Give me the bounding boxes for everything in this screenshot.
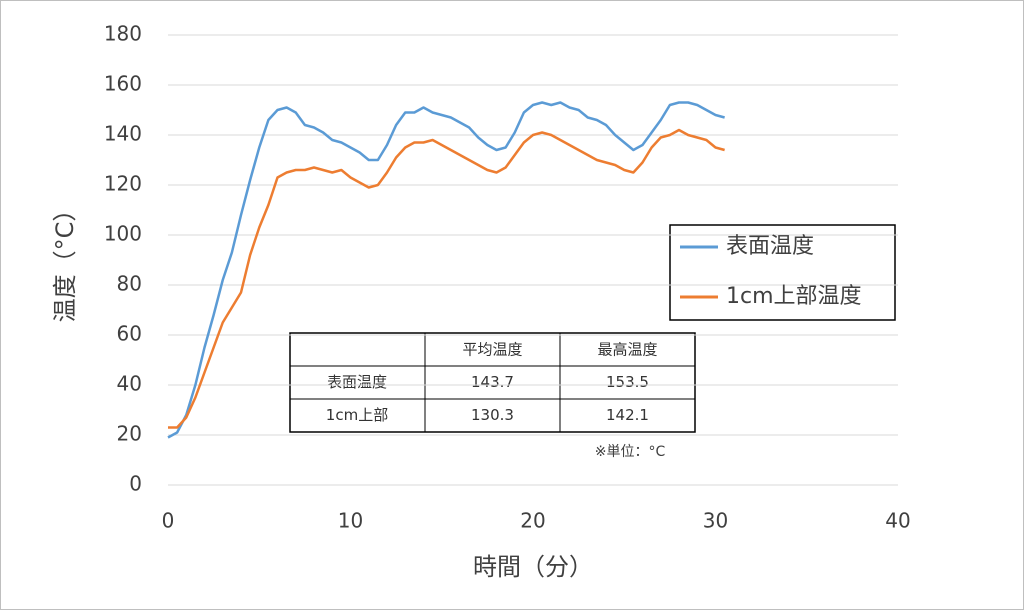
- y-tick-label: 160: [104, 72, 142, 96]
- table-cell: 130.3: [471, 406, 514, 424]
- series-line: [168, 128, 725, 429]
- y-tick-label: 120: [104, 172, 142, 196]
- table-row-label: 表面温度: [327, 373, 387, 391]
- series-line: [167, 101, 725, 439]
- table-note: ※単位：°C: [595, 444, 666, 460]
- y-tick-label: 180: [104, 22, 142, 46]
- legend-box: [669, 224, 896, 321]
- y-tick-label: 20: [117, 422, 142, 446]
- y-tick-label: 100: [104, 222, 142, 246]
- y-tick-label: 40: [117, 372, 142, 396]
- x-tick-label: 40: [885, 509, 910, 533]
- y-tick-label: 60: [117, 322, 142, 346]
- table-border: [289, 332, 696, 433]
- table-row-label: 1cm上部: [326, 406, 388, 424]
- y-tick-label: 0: [129, 472, 142, 496]
- x-tick-label: 20: [520, 509, 545, 533]
- table-cell: 143.7: [471, 373, 514, 391]
- legend-label: 表面温度: [726, 234, 814, 259]
- x-tick-label: 0: [162, 509, 175, 533]
- table-header: 平均温度: [462, 341, 522, 359]
- table-header: 最高温度: [597, 341, 657, 359]
- x-axis-title: 時間（分）: [473, 553, 593, 581]
- x-tick-label: 10: [338, 509, 363, 533]
- y-axis-title: 温度（°C）: [51, 198, 79, 323]
- legend-label: 1cm上部温度: [726, 284, 862, 309]
- table-cell: 142.1: [606, 406, 649, 424]
- y-tick-label: 80: [117, 272, 142, 296]
- y-tick-label: 140: [104, 122, 142, 146]
- x-tick-label: 30: [703, 509, 728, 533]
- table-cell: 153.5: [606, 373, 649, 391]
